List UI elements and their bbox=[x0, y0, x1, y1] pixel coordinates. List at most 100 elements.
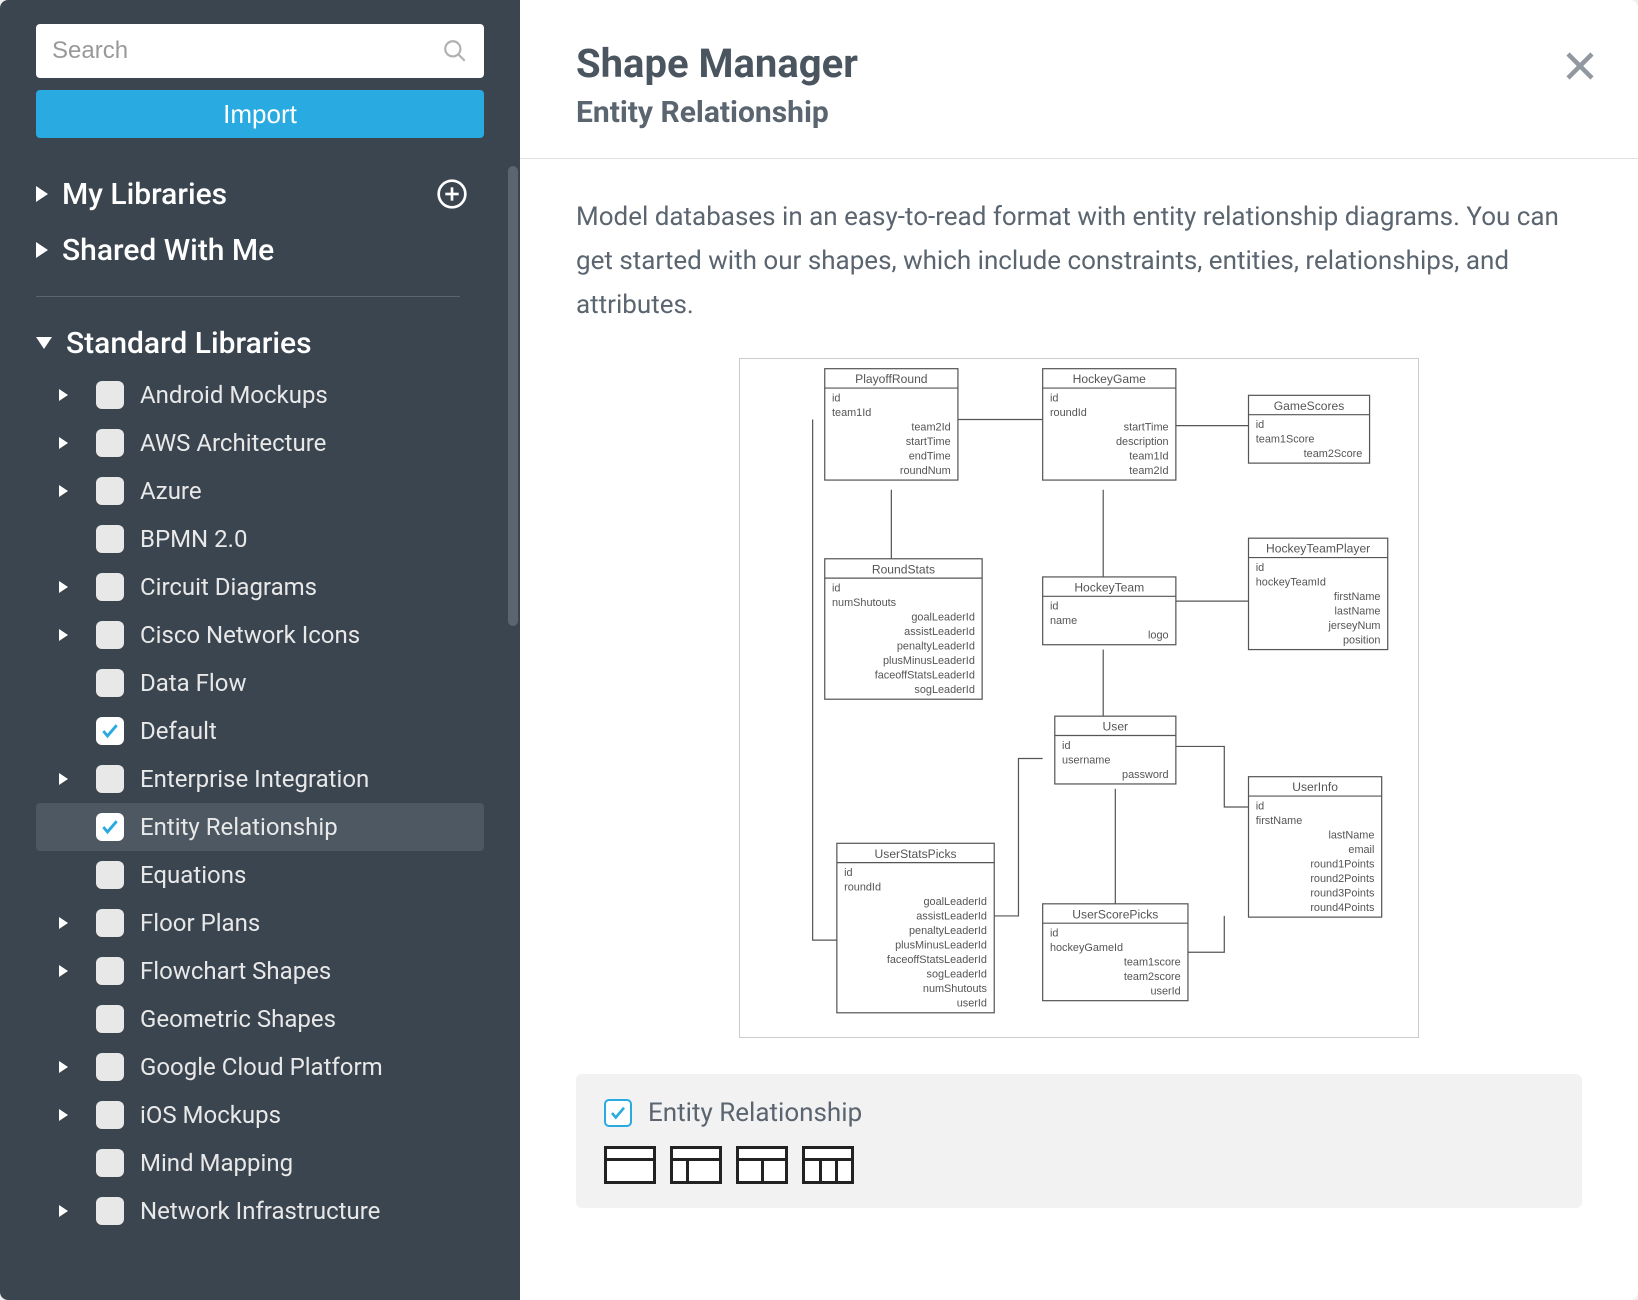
sidebar: Import My Libraries Shared With Me Stand… bbox=[0, 0, 520, 1300]
library-checkbox[interactable] bbox=[96, 429, 124, 457]
library-item[interactable]: Equations bbox=[36, 851, 484, 899]
svg-text:UserInfo: UserInfo bbox=[1292, 780, 1338, 794]
library-checkbox[interactable] bbox=[96, 1149, 124, 1177]
entity-shape-1-icon[interactable] bbox=[604, 1146, 656, 1184]
svg-text:logo: logo bbox=[1148, 629, 1169, 641]
svg-text:goalLeaderId: goalLeaderId bbox=[923, 896, 987, 908]
shape-icons bbox=[604, 1146, 1554, 1184]
diagram-preview: PlayoffRoundidteam1Idteam2IdstartTimeend… bbox=[739, 358, 1419, 1038]
library-label: Google Cloud Platform bbox=[140, 1053, 383, 1081]
library-item[interactable]: Entity Relationship bbox=[36, 803, 484, 851]
library-item[interactable]: Cisco Network Icons bbox=[36, 611, 484, 659]
library-checkbox[interactable] bbox=[96, 957, 124, 985]
svg-text:plusMinusLeaderId: plusMinusLeaderId bbox=[883, 655, 975, 667]
svg-text:id: id bbox=[1256, 419, 1264, 431]
svg-text:HockeyGame: HockeyGame bbox=[1073, 372, 1147, 386]
library-checkbox[interactable] bbox=[96, 669, 124, 697]
library-checkbox[interactable] bbox=[96, 477, 124, 505]
library-item[interactable]: Circuit Diagrams bbox=[36, 563, 484, 611]
svg-text:round2Points: round2Points bbox=[1310, 873, 1375, 885]
library-item[interactable]: Floor Plans bbox=[36, 899, 484, 947]
footer-label: Entity Relationship bbox=[648, 1098, 862, 1128]
library-item[interactable]: BPMN 2.0 bbox=[36, 515, 484, 563]
library-item[interactable]: Flowchart Shapes bbox=[36, 947, 484, 995]
library-item[interactable]: iOS Mockups bbox=[36, 1091, 484, 1139]
library-checkbox[interactable] bbox=[96, 621, 124, 649]
svg-text:position: position bbox=[1343, 634, 1380, 646]
svg-text:assistLeaderId: assistLeaderId bbox=[904, 626, 975, 638]
library-checkbox[interactable] bbox=[96, 861, 124, 889]
library-checkbox[interactable] bbox=[96, 1005, 124, 1033]
svg-text:hockeyGameId: hockeyGameId bbox=[1050, 942, 1123, 954]
svg-text:sogLeaderId: sogLeaderId bbox=[927, 968, 987, 980]
svg-text:startTime: startTime bbox=[1124, 421, 1169, 433]
search-input[interactable] bbox=[36, 24, 484, 78]
library-label: Equations bbox=[140, 861, 246, 889]
svg-text:id: id bbox=[832, 392, 840, 404]
library-checkbox[interactable] bbox=[96, 573, 124, 601]
library-checkbox[interactable] bbox=[96, 1101, 124, 1129]
library-item[interactable]: Data Flow bbox=[36, 659, 484, 707]
import-button[interactable]: Import bbox=[36, 90, 484, 138]
close-icon[interactable] bbox=[1562, 48, 1598, 84]
svg-text:description: description bbox=[1116, 436, 1169, 448]
library-list: Android MockupsAWS Architecture Azure BPMN… bbox=[36, 371, 484, 1235]
chevron-right-icon bbox=[60, 629, 80, 641]
page-title: Shape Manager bbox=[576, 40, 1582, 87]
library-item[interactable]: Google Cloud Platform bbox=[36, 1043, 484, 1091]
scrollbar[interactable] bbox=[508, 166, 518, 626]
svg-text:lastName: lastName bbox=[1335, 605, 1381, 617]
library-item[interactable]: Network Infrastructure bbox=[36, 1187, 484, 1235]
svg-text:id: id bbox=[1256, 800, 1264, 812]
chevron-down-icon bbox=[36, 337, 52, 349]
svg-text:id: id bbox=[844, 867, 852, 879]
svg-text:hockeyTeamId: hockeyTeamId bbox=[1256, 576, 1326, 588]
main-panel: Shape Manager Entity Relationship Model … bbox=[520, 0, 1638, 1300]
chevron-right-icon bbox=[60, 917, 80, 929]
library-checkbox[interactable] bbox=[96, 1197, 124, 1225]
svg-text:plusMinusLeaderId: plusMinusLeaderId bbox=[895, 939, 987, 951]
entity-shape-3-icon[interactable] bbox=[736, 1146, 788, 1184]
library-label: Entity Relationship bbox=[140, 813, 338, 841]
svg-text:username: username bbox=[1062, 754, 1110, 766]
entity-shape-2-icon[interactable] bbox=[670, 1146, 722, 1184]
svg-text:faceoffStatsLeaderId: faceoffStatsLeaderId bbox=[875, 669, 975, 681]
section-shared-with-me[interactable]: Shared With Me bbox=[36, 222, 484, 278]
entity-shape-4-icon[interactable] bbox=[802, 1146, 854, 1184]
section-my-libraries[interactable]: My Libraries bbox=[36, 166, 484, 222]
library-checkbox[interactable] bbox=[96, 381, 124, 409]
library-checkbox[interactable] bbox=[96, 1053, 124, 1081]
divider bbox=[36, 296, 460, 297]
library-checkbox[interactable] bbox=[96, 813, 124, 841]
svg-text:faceoffStatsLeaderId: faceoffStatsLeaderId bbox=[887, 954, 987, 966]
chevron-right-icon bbox=[60, 1205, 80, 1217]
library-checkbox[interactable] bbox=[96, 765, 124, 793]
section-standard-libraries[interactable]: Standard Libraries bbox=[36, 315, 484, 371]
page-subtitle: Entity Relationship bbox=[576, 95, 1582, 130]
library-item[interactable]: Mind Mapping bbox=[36, 1139, 484, 1187]
library-checkbox[interactable] bbox=[96, 909, 124, 937]
svg-text:RoundStats: RoundStats bbox=[872, 562, 935, 576]
library-checkbox[interactable] bbox=[96, 525, 124, 553]
library-item[interactable]: Default bbox=[36, 707, 484, 755]
svg-text:UserStatsPicks: UserStatsPicks bbox=[875, 846, 957, 860]
svg-text:lastName: lastName bbox=[1328, 829, 1374, 841]
footer-checkbox[interactable] bbox=[604, 1099, 632, 1127]
footer-check-row[interactable]: Entity Relationship bbox=[604, 1098, 1554, 1128]
library-item[interactable]: Android Mockups bbox=[36, 371, 484, 419]
svg-text:jerseyNum: jerseyNum bbox=[1327, 620, 1380, 632]
svg-text:id: id bbox=[1050, 927, 1058, 939]
svg-text:id: id bbox=[1050, 392, 1058, 404]
svg-text:id: id bbox=[1256, 561, 1264, 573]
svg-text:team1Id: team1Id bbox=[832, 406, 871, 418]
library-item[interactable]: AWS Architecture bbox=[36, 419, 484, 467]
svg-text:firstName: firstName bbox=[1334, 590, 1381, 602]
library-label: Enterprise Integration bbox=[140, 765, 369, 793]
library-checkbox[interactable] bbox=[96, 717, 124, 745]
library-item[interactable]: Enterprise Integration bbox=[36, 755, 484, 803]
library-item[interactable]: Geometric Shapes bbox=[36, 995, 484, 1043]
add-icon[interactable] bbox=[436, 178, 468, 210]
library-label: Flowchart Shapes bbox=[140, 957, 331, 985]
library-label: Azure bbox=[140, 477, 202, 505]
library-item[interactable]: Azure bbox=[36, 467, 484, 515]
